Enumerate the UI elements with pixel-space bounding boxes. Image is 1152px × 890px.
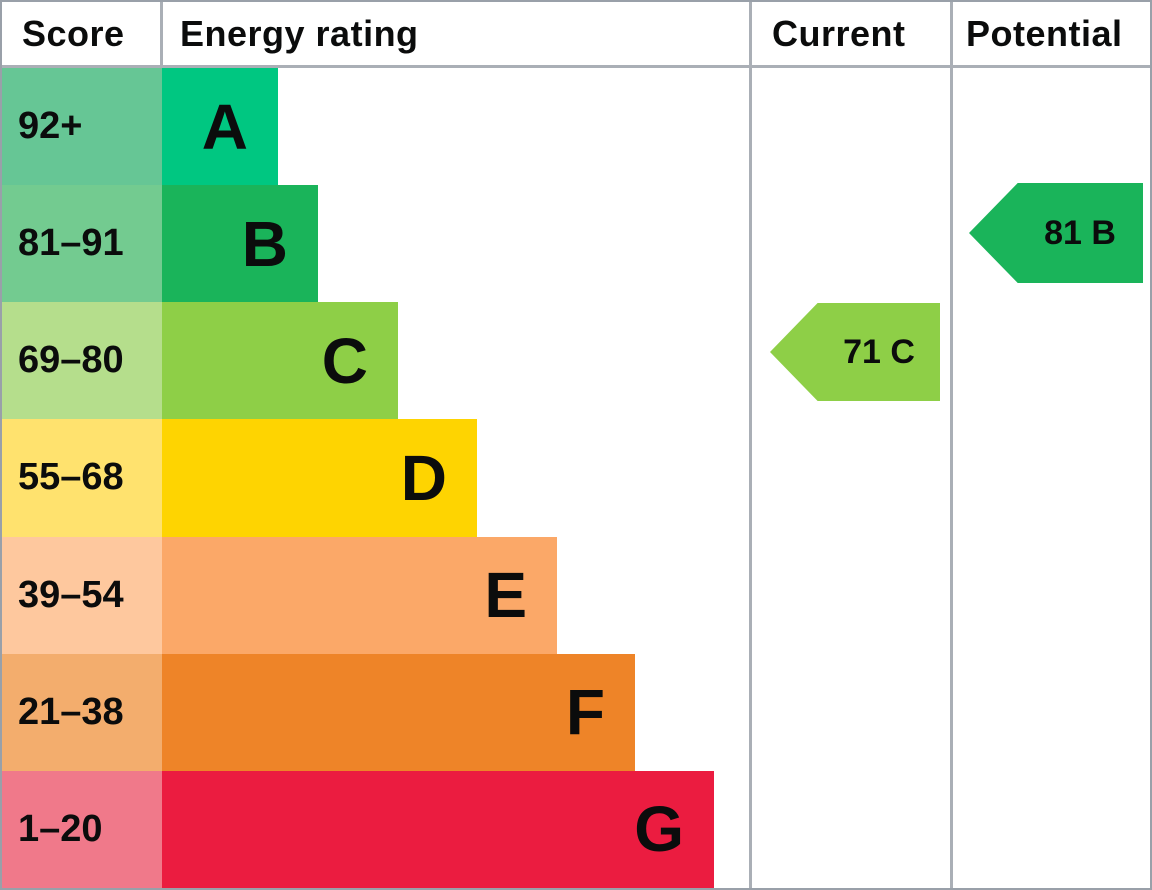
score-range-b: 81–91 xyxy=(2,185,162,303)
band-row-b: 81–91 B xyxy=(2,185,1150,303)
header-current: Current xyxy=(772,12,906,54)
header-potential: Potential xyxy=(966,12,1123,54)
score-column-divider xyxy=(160,2,163,65)
band-bar-c: C xyxy=(162,302,398,420)
band-row-c: 69–80 C xyxy=(2,302,1150,420)
header-divider xyxy=(2,65,1150,68)
band-bar-f: F xyxy=(162,653,635,771)
score-range-a: 92+ xyxy=(2,68,162,186)
potential-column-divider xyxy=(950,2,953,888)
band-bar-g: G xyxy=(162,770,714,888)
score-range-f: 21–38 xyxy=(2,653,162,771)
header-energy-rating: Energy rating xyxy=(180,12,419,54)
score-range-d: 55–68 xyxy=(2,419,162,537)
band-row-e: 39–54 E xyxy=(2,536,1150,654)
band-row-d: 55–68 D xyxy=(2,419,1150,537)
score-range-e: 39–54 xyxy=(2,536,162,654)
band-row-f: 21–38 F xyxy=(2,653,1150,771)
band-bar-d: D xyxy=(162,419,477,537)
band-bar-b: B xyxy=(162,185,318,303)
score-range-c: 69–80 xyxy=(2,302,162,420)
band-bar-e: E xyxy=(162,536,557,654)
header-row: Score Energy rating Current Potential xyxy=(2,2,1150,65)
header-score: Score xyxy=(22,12,125,54)
band-bar-a: A xyxy=(162,68,278,186)
band-rows: 92+ A 81–91 B 69–80 C 55–68 D 39–54 E 21… xyxy=(2,68,1150,888)
band-row-g: 1–20 G xyxy=(2,770,1150,888)
score-range-g: 1–20 xyxy=(2,770,162,888)
current-column-divider xyxy=(749,2,752,888)
band-row-a: 92+ A xyxy=(2,68,1150,186)
